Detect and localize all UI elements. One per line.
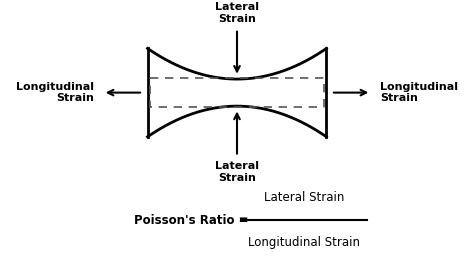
Text: Longitudinal
Strain: Longitudinal Strain	[16, 82, 94, 103]
Text: Poisson's Ratio =: Poisson's Ratio =	[134, 214, 253, 227]
Text: Longitudinal Strain: Longitudinal Strain	[248, 236, 360, 249]
Text: Lateral Strain: Lateral Strain	[264, 192, 344, 204]
Text: Lateral
Strain: Lateral Strain	[215, 161, 259, 183]
Text: Longitudinal
Strain: Longitudinal Strain	[380, 82, 458, 103]
Text: Lateral
Strain: Lateral Strain	[215, 2, 259, 24]
